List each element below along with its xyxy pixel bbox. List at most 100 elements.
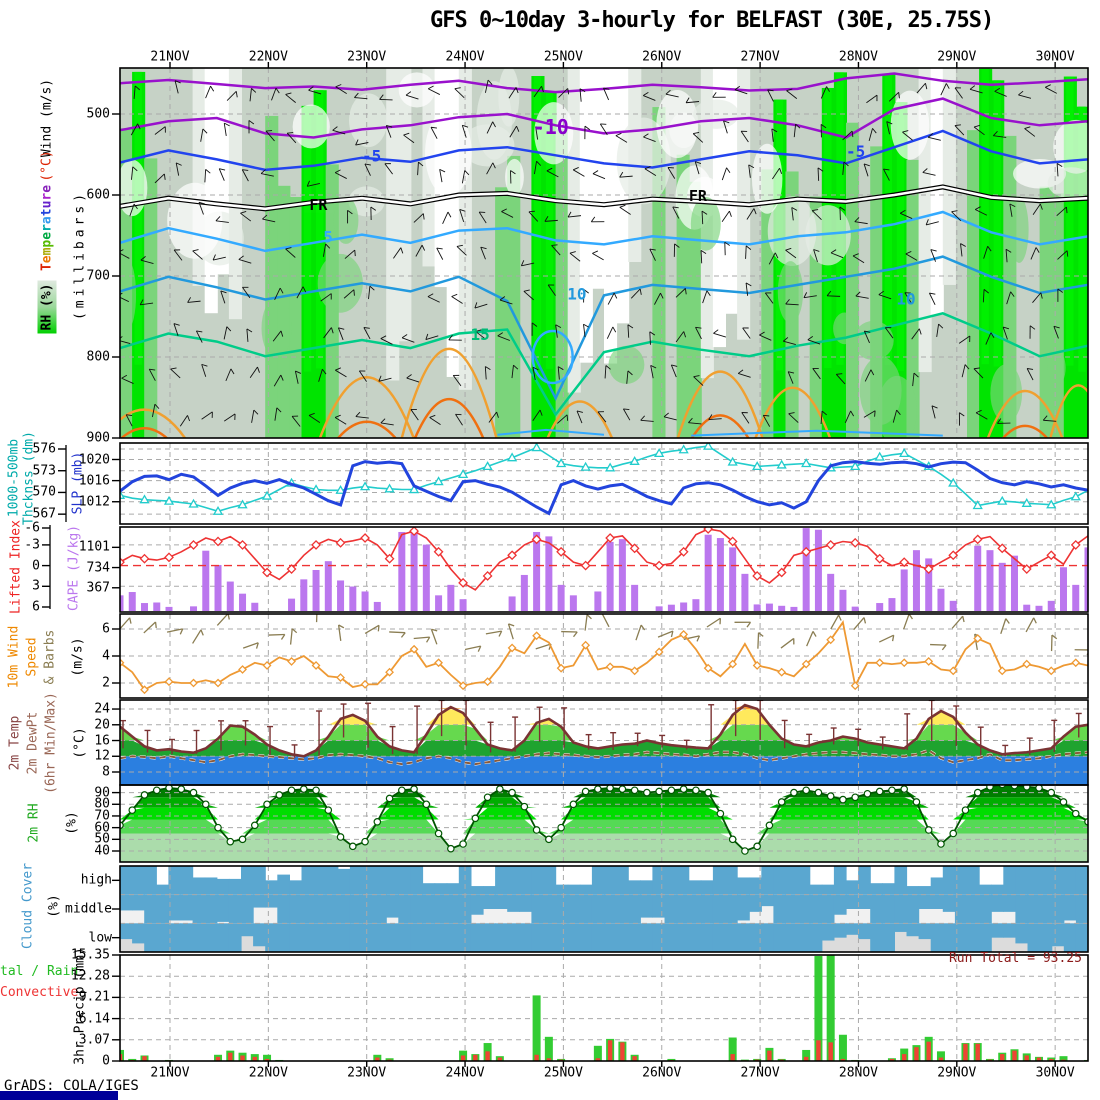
thickness-label-1: 1000-500mb (6, 438, 22, 518)
contour-label--5: -5 (846, 142, 865, 161)
upper-millibars-label: (millibars) (72, 189, 88, 321)
ytick-thickness-573: 573 (32, 463, 56, 479)
upper-air-panel: -10 -5 -5 FR FR 5 10 10 15 (112, 62, 1089, 439)
temp2m-panel (112, 699, 1089, 786)
date-bottom-24NOV: 24NOV (445, 1065, 485, 1081)
date-bottom-22NOV: 22NOV (248, 1065, 288, 1081)
contour-label-FR: FR (309, 196, 328, 214)
ytick-wind-4: 4 (102, 648, 110, 664)
rh2m-unit-label: (%) (64, 811, 80, 835)
ytick-wind-6: 6 (102, 621, 110, 637)
ytick-precip-3.07: 3.07 (78, 1032, 110, 1048)
ytick-cape-734: 734 (86, 560, 110, 576)
ytick-temp-12: 12 (94, 748, 110, 764)
ytick-precip-15.35: 15.35 (70, 947, 110, 963)
ytick-rh-70: 70 (94, 808, 110, 824)
rh2m-panel (112, 784, 1089, 863)
wind10m-label-1: 10m Wind (6, 625, 22, 689)
upper-rh-label: RH (%) (37, 280, 57, 334)
contour-label-10: 10 (896, 289, 915, 308)
ytick-rh-80: 80 (94, 796, 110, 812)
ytick-mb-600: 600 (86, 187, 110, 203)
date-top-22NOV: 22NOV (248, 49, 288, 65)
wind10m-label-2: Speed (24, 637, 40, 677)
date-top-30NOV: 30NOV (1035, 49, 1075, 65)
date-bottom-23NOV: 23NOV (347, 1065, 387, 1081)
date-top-26NOV: 26NOV (642, 49, 682, 65)
wind10m-label-3: & Barbs (42, 629, 58, 685)
run-total-text: Run Total = 93.25 (948, 951, 1082, 966)
ytick-li-3: 3 (32, 578, 40, 594)
ytick-li-6: 6 (32, 599, 40, 615)
contour-label--10: -10 (533, 115, 569, 139)
date-top-29NOV: 29NOV (937, 49, 977, 65)
ytick-thickness-567: 567 (32, 506, 56, 522)
ytick-temp-16: 16 (94, 733, 110, 749)
ytick-precip-12.28: 12.28 (70, 968, 110, 984)
slp-thickness-panel (58, 442, 1089, 525)
date-top-23NOV: 23NOV (347, 49, 387, 65)
date-bottom-21NOV: 21NOV (150, 1065, 190, 1081)
cloud-row-label-high: high (80, 872, 112, 888)
date-top-21NOV: 21NOV (150, 49, 190, 65)
ytick-mb-700: 700 (86, 268, 110, 284)
ytick-cape-367: 367 (86, 580, 110, 596)
date-top-27NOV: 27NOV (740, 49, 780, 65)
cloud-row-label-low: low (88, 930, 112, 946)
cape-label: CAPE (J/kg) (66, 524, 82, 612)
date-top-25NOV: 25NOV (543, 49, 583, 65)
ytick-rh-60: 60 (94, 820, 110, 836)
ytick-temp-20: 20 (94, 717, 110, 733)
cloud-row-label-middle: middle (65, 901, 112, 917)
upper-degc-label: (°C) (39, 150, 55, 182)
ytick-cape-1101: 1101 (78, 539, 110, 555)
ytick-mb-500: 500 (86, 106, 110, 122)
ytick-li--6: -6 (24, 520, 40, 536)
contour-label--5: -5 (362, 147, 381, 166)
upper-temperature-label: Temperature (39, 184, 55, 272)
navy-footer-bar (0, 1091, 118, 1100)
dewpt2m-label: 2m DewPt (25, 711, 41, 775)
cloud-cover-panel (112, 865, 1089, 953)
rh2m-label: 2m RH (26, 803, 42, 843)
date-bottom-28NOV: 28NOV (838, 1065, 879, 1081)
ytick-slp-1012: 1012 (78, 494, 110, 510)
ytick-slp-1020: 1020 (78, 452, 110, 467)
date-bottom-26NOV: 26NOV (642, 1065, 682, 1081)
precip-panel (112, 954, 1089, 1067)
page-title: GFS 0~10day 3-hourly for BELFAST (30E, 2… (430, 8, 994, 33)
ytick-li--3: -3 (24, 537, 40, 553)
upper-wind-label: Wind (m/s) (39, 78, 55, 158)
minmax-label: (6hr Min/Max) (43, 692, 59, 794)
wind10m-unit-label: (m/s) (70, 637, 86, 677)
ytick-precip-6.14: 6.14 (78, 1011, 110, 1027)
temp2m-label: 2m Temp (7, 715, 23, 771)
date-bottom-25NOV: 25NOV (543, 1065, 583, 1081)
date-bottom-27NOV: 27NOV (740, 1065, 780, 1081)
date-bottom-29NOV: 29NOV (937, 1065, 977, 1081)
cloud-unit-label: (%) (46, 894, 62, 918)
cape-li-panel (42, 525, 1089, 613)
ytick-rh-40: 40 (94, 843, 110, 859)
contour-label-10: 10 (567, 284, 586, 303)
ytick-thickness-570: 570 (32, 484, 56, 500)
lifted-index-label: Lifted Index (8, 520, 24, 614)
wind10m-panel (112, 613, 1089, 699)
ytick-slp-1016: 1016 (78, 473, 110, 489)
ytick-temp-24: 24 (94, 701, 110, 717)
contour-label-5: 5 (323, 228, 333, 247)
ytick-li-0: 0 (32, 558, 40, 574)
grads-credit: GrADS: COLA/IGES (4, 1078, 139, 1094)
date-top-24NOV: 24NOV (445, 49, 485, 65)
ytick-precip-0: 0 (102, 1053, 110, 1069)
temp2m-unit-label: (°C) (72, 727, 88, 759)
contour-label-15: 15 (470, 325, 489, 344)
ytick-mb-800: 800 (86, 349, 110, 365)
ytick-rh-90: 90 (94, 785, 110, 801)
cloud-cover-label: Cloud Cover (20, 862, 36, 950)
ytick-thickness-576: 576 (32, 441, 56, 457)
ytick-mb-900: 900 (86, 430, 110, 446)
ytick-wind-2: 2 (102, 675, 110, 691)
